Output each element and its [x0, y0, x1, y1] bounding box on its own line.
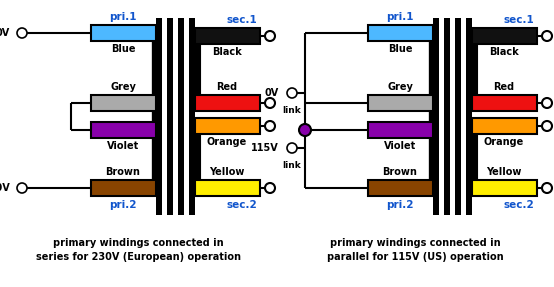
Text: sec.2: sec.2 — [227, 200, 258, 210]
Text: Orange: Orange — [207, 137, 247, 147]
Text: Black: Black — [212, 47, 242, 57]
Text: Black: Black — [489, 47, 519, 57]
Text: Orange: Orange — [484, 137, 524, 147]
Text: Blue: Blue — [388, 44, 412, 54]
Bar — [455, 18, 461, 215]
Bar — [91, 25, 156, 41]
Bar — [368, 180, 433, 196]
Circle shape — [542, 183, 552, 193]
Text: Blue: Blue — [111, 44, 135, 54]
Circle shape — [265, 31, 275, 41]
Circle shape — [299, 124, 311, 136]
Bar — [195, 180, 260, 196]
Text: primary windings connected in
parallel for 115V (US) operation: primary windings connected in parallel f… — [327, 238, 504, 261]
Circle shape — [17, 28, 27, 38]
Bar — [178, 18, 184, 215]
Bar — [91, 95, 156, 111]
Text: Yellow: Yellow — [209, 167, 245, 177]
Text: sec.1: sec.1 — [504, 15, 535, 25]
Text: Red: Red — [217, 82, 238, 92]
Text: 0V: 0V — [265, 88, 279, 98]
Bar — [195, 95, 260, 111]
Text: Brown: Brown — [106, 167, 140, 177]
Bar — [189, 18, 195, 215]
Bar — [472, 28, 537, 44]
Bar — [433, 18, 439, 215]
Bar — [368, 25, 433, 41]
Bar — [472, 180, 537, 196]
Text: pri.1: pri.1 — [386, 12, 414, 22]
Text: pri.1: pri.1 — [109, 12, 137, 22]
Text: link: link — [283, 106, 301, 115]
Text: Yellow: Yellow — [486, 167, 522, 177]
Circle shape — [265, 121, 275, 131]
Text: pri.2: pri.2 — [386, 200, 414, 210]
Text: 0V: 0V — [0, 28, 10, 38]
Text: Violet: Violet — [384, 141, 416, 151]
Bar — [195, 28, 260, 44]
Text: Brown: Brown — [383, 167, 417, 177]
Text: Grey: Grey — [387, 82, 413, 92]
Bar — [195, 118, 260, 134]
Text: pri.2: pri.2 — [109, 200, 137, 210]
Text: 230V: 230V — [0, 183, 10, 193]
Text: primary windings connected in
series for 230V (European) operation: primary windings connected in series for… — [35, 238, 240, 261]
Circle shape — [265, 183, 275, 193]
Circle shape — [542, 121, 552, 131]
Circle shape — [542, 98, 552, 108]
Circle shape — [265, 98, 275, 108]
Circle shape — [542, 31, 552, 41]
Bar — [167, 18, 173, 215]
Bar — [466, 18, 472, 215]
Text: sec.2: sec.2 — [504, 200, 535, 210]
Bar — [444, 18, 450, 215]
Text: 115V: 115V — [252, 143, 279, 153]
Text: link: link — [283, 161, 301, 170]
Bar — [472, 95, 537, 111]
Text: sec.1: sec.1 — [227, 15, 258, 25]
Text: Grey: Grey — [110, 82, 136, 92]
Text: Violet: Violet — [107, 141, 139, 151]
Circle shape — [287, 143, 297, 153]
Bar — [156, 18, 162, 215]
Bar — [91, 180, 156, 196]
Bar — [472, 118, 537, 134]
Bar — [91, 122, 156, 138]
Circle shape — [287, 88, 297, 98]
Bar — [368, 95, 433, 111]
Text: Red: Red — [494, 82, 515, 92]
Circle shape — [17, 183, 27, 193]
Bar — [368, 122, 433, 138]
